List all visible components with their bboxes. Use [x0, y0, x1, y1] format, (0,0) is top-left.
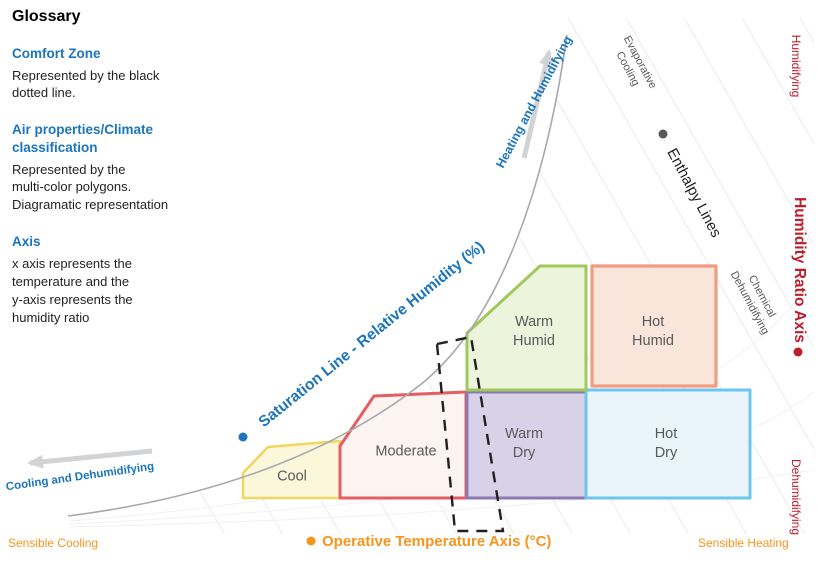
zone-label-hot-humid: Hot Humid: [632, 314, 674, 349]
zone-label-warm-dry: Warm Dry: [504, 426, 544, 461]
zone-hot-dry: [584, 388, 752, 500]
glossary-entry-climate-classification: Air properties/Climate classification Re…: [12, 121, 230, 214]
glossary-desc: Represented by the black dotted line.: [12, 67, 160, 101]
zone-label-cool: Cool: [277, 468, 307, 485]
sensible-heating-label: Sensible Heating: [698, 536, 789, 550]
operative-temperature-axis-dot-icon: [306, 536, 316, 546]
comfort-zone-outline: [435, 335, 505, 533]
humidifying-label: Humidifying: [789, 34, 803, 98]
humidity-ratio-axis-dot-icon: [793, 347, 803, 357]
zone-hot-humid: [590, 264, 718, 388]
glossary-desc: Represented by the multi-color polygons.…: [12, 161, 169, 213]
enthalpy-lines-dot-icon: [658, 129, 668, 139]
zone-warm-humid: [465, 264, 588, 392]
climate-zone-polygons: [241, 264, 752, 500]
zone-label-moderate: Moderate: [375, 443, 437, 460]
zone-label-hot-dry: Hot Dry: [654, 426, 678, 461]
sensible-cooling-label: Sensible Cooling: [8, 536, 99, 550]
saturation-line-dot-icon: [238, 432, 248, 442]
glossary-panel: Glossary Comfort Zone Represented by the…: [12, 8, 230, 327]
glossary-term: Axis: [12, 234, 41, 250]
humidity-ratio-axis-label: Humidity Ratio Axis: [791, 197, 808, 343]
glossary-entry-comfort-zone: Comfort Zone Represented by the black do…: [12, 45, 230, 102]
cooling-dehumidifying-arrow: [27, 448, 153, 469]
heating-humidifying-arrow: [521, 49, 553, 159]
operative-temperature-axis-label: Operative Temperature Axis (°C): [322, 533, 552, 550]
glossary-title: Glossary: [12, 8, 81, 25]
dehumidifying-label: Dehumidifying: [789, 458, 803, 536]
glossary-desc: x axis represents the temperature and th…: [12, 255, 133, 325]
zone-label-warm-humid: Warm Humid: [513, 314, 555, 349]
glossary-term: Air properties/Climate classification: [12, 122, 154, 155]
glossary-entry-axis: Axis x axis represents the temperature a…: [12, 233, 230, 326]
glossary-term: Comfort Zone: [12, 46, 101, 61]
saturation-curve: [67, 34, 568, 517]
